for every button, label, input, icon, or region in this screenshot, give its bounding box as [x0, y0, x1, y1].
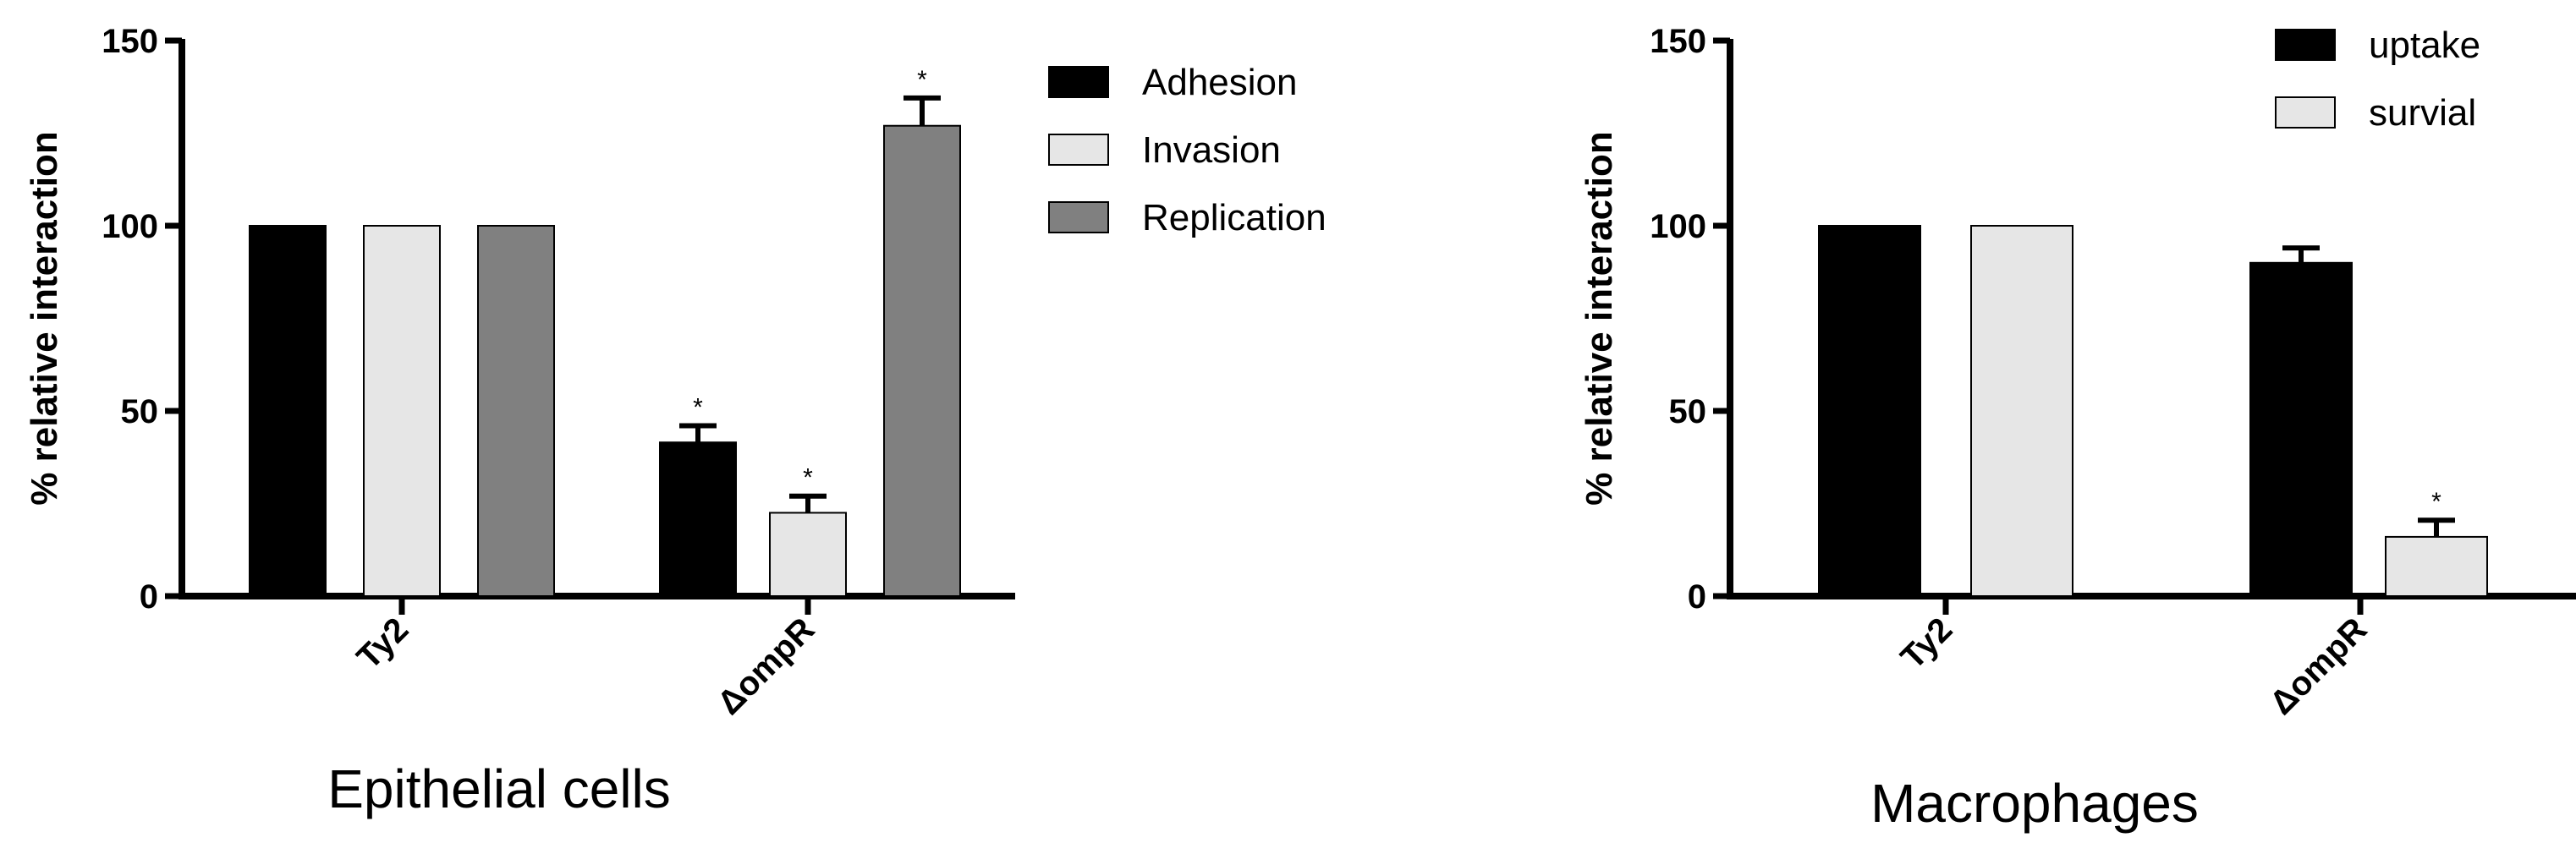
macrophages-chart: 0 50 100 150 % relative interaction Ty2 ΔompR *…	[1579, 23, 2576, 834]
y-tick-label: 150	[1650, 23, 1706, 60]
bar	[883, 124, 961, 598]
legend-swatch	[1048, 134, 1109, 166]
y-tick-label: 100	[1650, 208, 1706, 245]
y-tick-label: 50	[121, 393, 159, 430]
legend: Adhesion Invasion Replication	[1048, 62, 1326, 238]
y-tick-label: 100	[102, 208, 158, 245]
chart-title: Epithelial cells	[327, 758, 671, 819]
y-axis-label: % relative interaction	[24, 131, 65, 506]
category-label: ΔompR	[711, 610, 822, 722]
bar	[2249, 261, 2353, 597]
category-label: ΔompR	[2263, 610, 2375, 722]
legend-label: Replication	[1142, 197, 1326, 238]
legend-swatch	[1048, 201, 1109, 233]
bar	[363, 225, 441, 597]
significance-marker: *	[693, 394, 703, 422]
bar	[659, 441, 737, 597]
bar	[2385, 535, 2488, 597]
bar	[477, 225, 555, 597]
legend-swatch	[2275, 96, 2336, 129]
y-tick-label: 150	[102, 23, 158, 60]
epithelial-cells-chart: 0 50 100 150 % relative interaction Ty2 ΔompR *…	[24, 23, 1326, 819]
bar	[1970, 225, 2073, 597]
legend-label: uptake	[2369, 25, 2480, 66]
significance-marker: *	[917, 66, 927, 94]
bar	[1818, 225, 1921, 597]
category-label: Ty2	[1894, 610, 1960, 676]
y-tick-label: 50	[1669, 393, 1707, 430]
category-label: Ty2	[350, 610, 416, 676]
bar	[249, 225, 327, 597]
bar	[769, 512, 847, 598]
legend-swatch	[1048, 66, 1109, 98]
legend: uptake survial	[2275, 25, 2480, 134]
y-tick-label: 0	[140, 578, 158, 616]
significance-marker: *	[803, 464, 813, 492]
legend-label: survial	[2369, 92, 2476, 134]
significance-marker: *	[2431, 488, 2441, 516]
legend-swatch	[2275, 29, 2336, 61]
legend-label: Invasion	[1142, 129, 1281, 171]
y-axis-label: % relative interaction	[1579, 131, 1620, 506]
legend-label: Adhesion	[1142, 62, 1297, 103]
y-tick-label: 0	[1688, 578, 1706, 616]
chart-title: Macrophages	[1870, 773, 2199, 834]
